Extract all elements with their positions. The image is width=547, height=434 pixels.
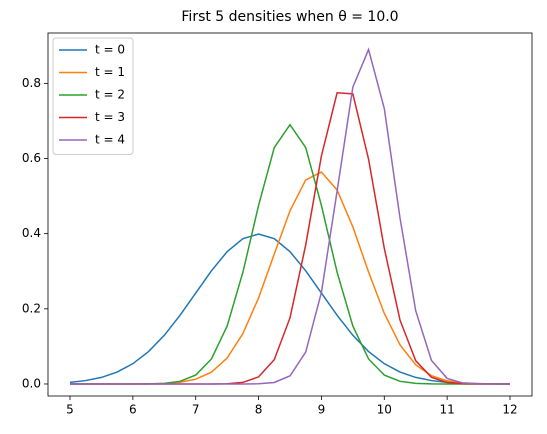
x-tick-label: 12 xyxy=(502,403,517,417)
legend-label: t = 2 xyxy=(95,88,125,102)
x-tick-label: 9 xyxy=(318,403,326,417)
legend-label: t = 1 xyxy=(95,65,125,79)
y-tick-label: 0.6 xyxy=(22,151,41,165)
series-line xyxy=(70,47,510,385)
series-line xyxy=(69,233,511,385)
x-tick-label: 6 xyxy=(129,403,137,417)
y-tick-label: 0.2 xyxy=(22,301,41,315)
legend-label: t = 3 xyxy=(95,110,125,124)
y-tick-label: 0.4 xyxy=(22,226,41,240)
x-tick-label: 5 xyxy=(66,403,74,417)
y-tick-label: 0.8 xyxy=(22,76,41,90)
x-tick-label: 11 xyxy=(440,403,455,417)
x-tick-label: 8 xyxy=(255,403,263,417)
y-tick-label: 0.0 xyxy=(22,376,41,390)
x-tick-label: 7 xyxy=(192,403,200,417)
legend-label: t = 4 xyxy=(95,133,125,147)
x-tick-label: 10 xyxy=(377,403,392,417)
chart-title: First 5 densities when θ = 10.0 xyxy=(181,9,398,25)
axes-frame xyxy=(47,32,533,397)
legend-label: t = 0 xyxy=(95,43,125,57)
legend-box xyxy=(52,37,134,155)
